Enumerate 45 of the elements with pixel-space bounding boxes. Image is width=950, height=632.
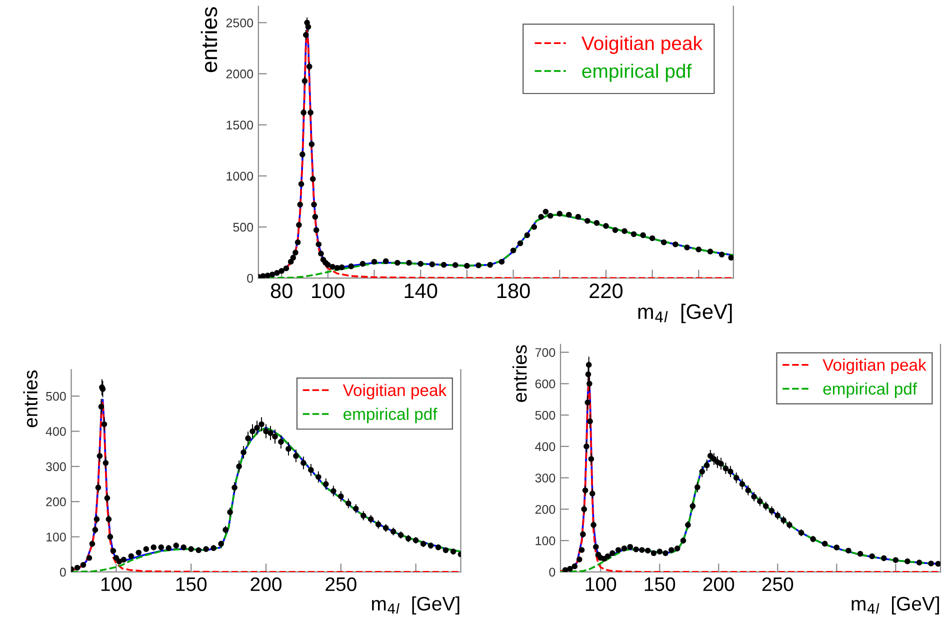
x-tick-label: 150 [176,577,207,592]
x-tick-label: 250 [762,577,794,592]
y-axis-title: entries [200,7,218,72]
x-tick-label: 150 [644,577,676,592]
legend-label: empirical pdf [582,64,692,82]
x-tick-label: 220 [590,283,623,298]
y-tick-label: 100 [536,536,556,546]
y-tick-label: 200 [535,504,556,514]
x-tick-label: 80 [270,283,292,298]
x-tick-label: 250 [326,577,356,592]
y-axis-title: entries [512,345,527,402]
y-tick-label: 500 [535,410,556,420]
y-tick-label: 600 [535,379,556,388]
x-axis-title: m$_{4l}$ [GeV] [852,596,939,614]
y-tick-label: 300 [535,474,556,482]
y-tick-label: 0 [247,274,254,283]
y-tick-label: 0 [549,568,556,577]
y-tick-label: 500 [233,222,254,232]
x-tick-label: 140 [404,283,438,298]
legend-label: Voigitian peak [822,358,926,374]
y-tick-label: 100 [46,532,66,542]
y-tick-label: 700 [535,348,556,357]
x-tick-label: 200 [703,577,734,592]
x-tick-label: 100 [312,283,344,298]
x-tick-label: 100 [586,577,616,592]
y-tick-label: 200 [46,497,66,506]
y-tick-label: 2000 [226,70,254,78]
y-tick-label: 2500 [226,18,254,28]
y-tick-label: 1000 [226,172,254,181]
legend-label: empirical pdf [344,408,438,424]
y-tick-label: 400 [46,427,66,436]
y-axis-title: entries [23,370,38,428]
legend-label: Voigitian peak [582,36,703,54]
x-tick-label: 180 [497,283,530,298]
x-axis-title: m$_{4l}$ [GeV] [372,596,460,614]
legend-label: Voigitian peak [342,384,447,400]
x-tick-label: 100 [101,577,132,592]
x-axis-title: m$_{4l}$ [GeV] [638,304,732,324]
y-tick-label: 0 [60,568,66,577]
y-tick-label: 300 [46,462,66,472]
x-tick-label: 200 [250,577,282,592]
y-tick-label: 400 [535,442,556,452]
legend-label: empirical pdf [823,382,918,398]
y-tick-label: 1500 [226,120,254,130]
y-tick-label: 500 [46,392,66,401]
